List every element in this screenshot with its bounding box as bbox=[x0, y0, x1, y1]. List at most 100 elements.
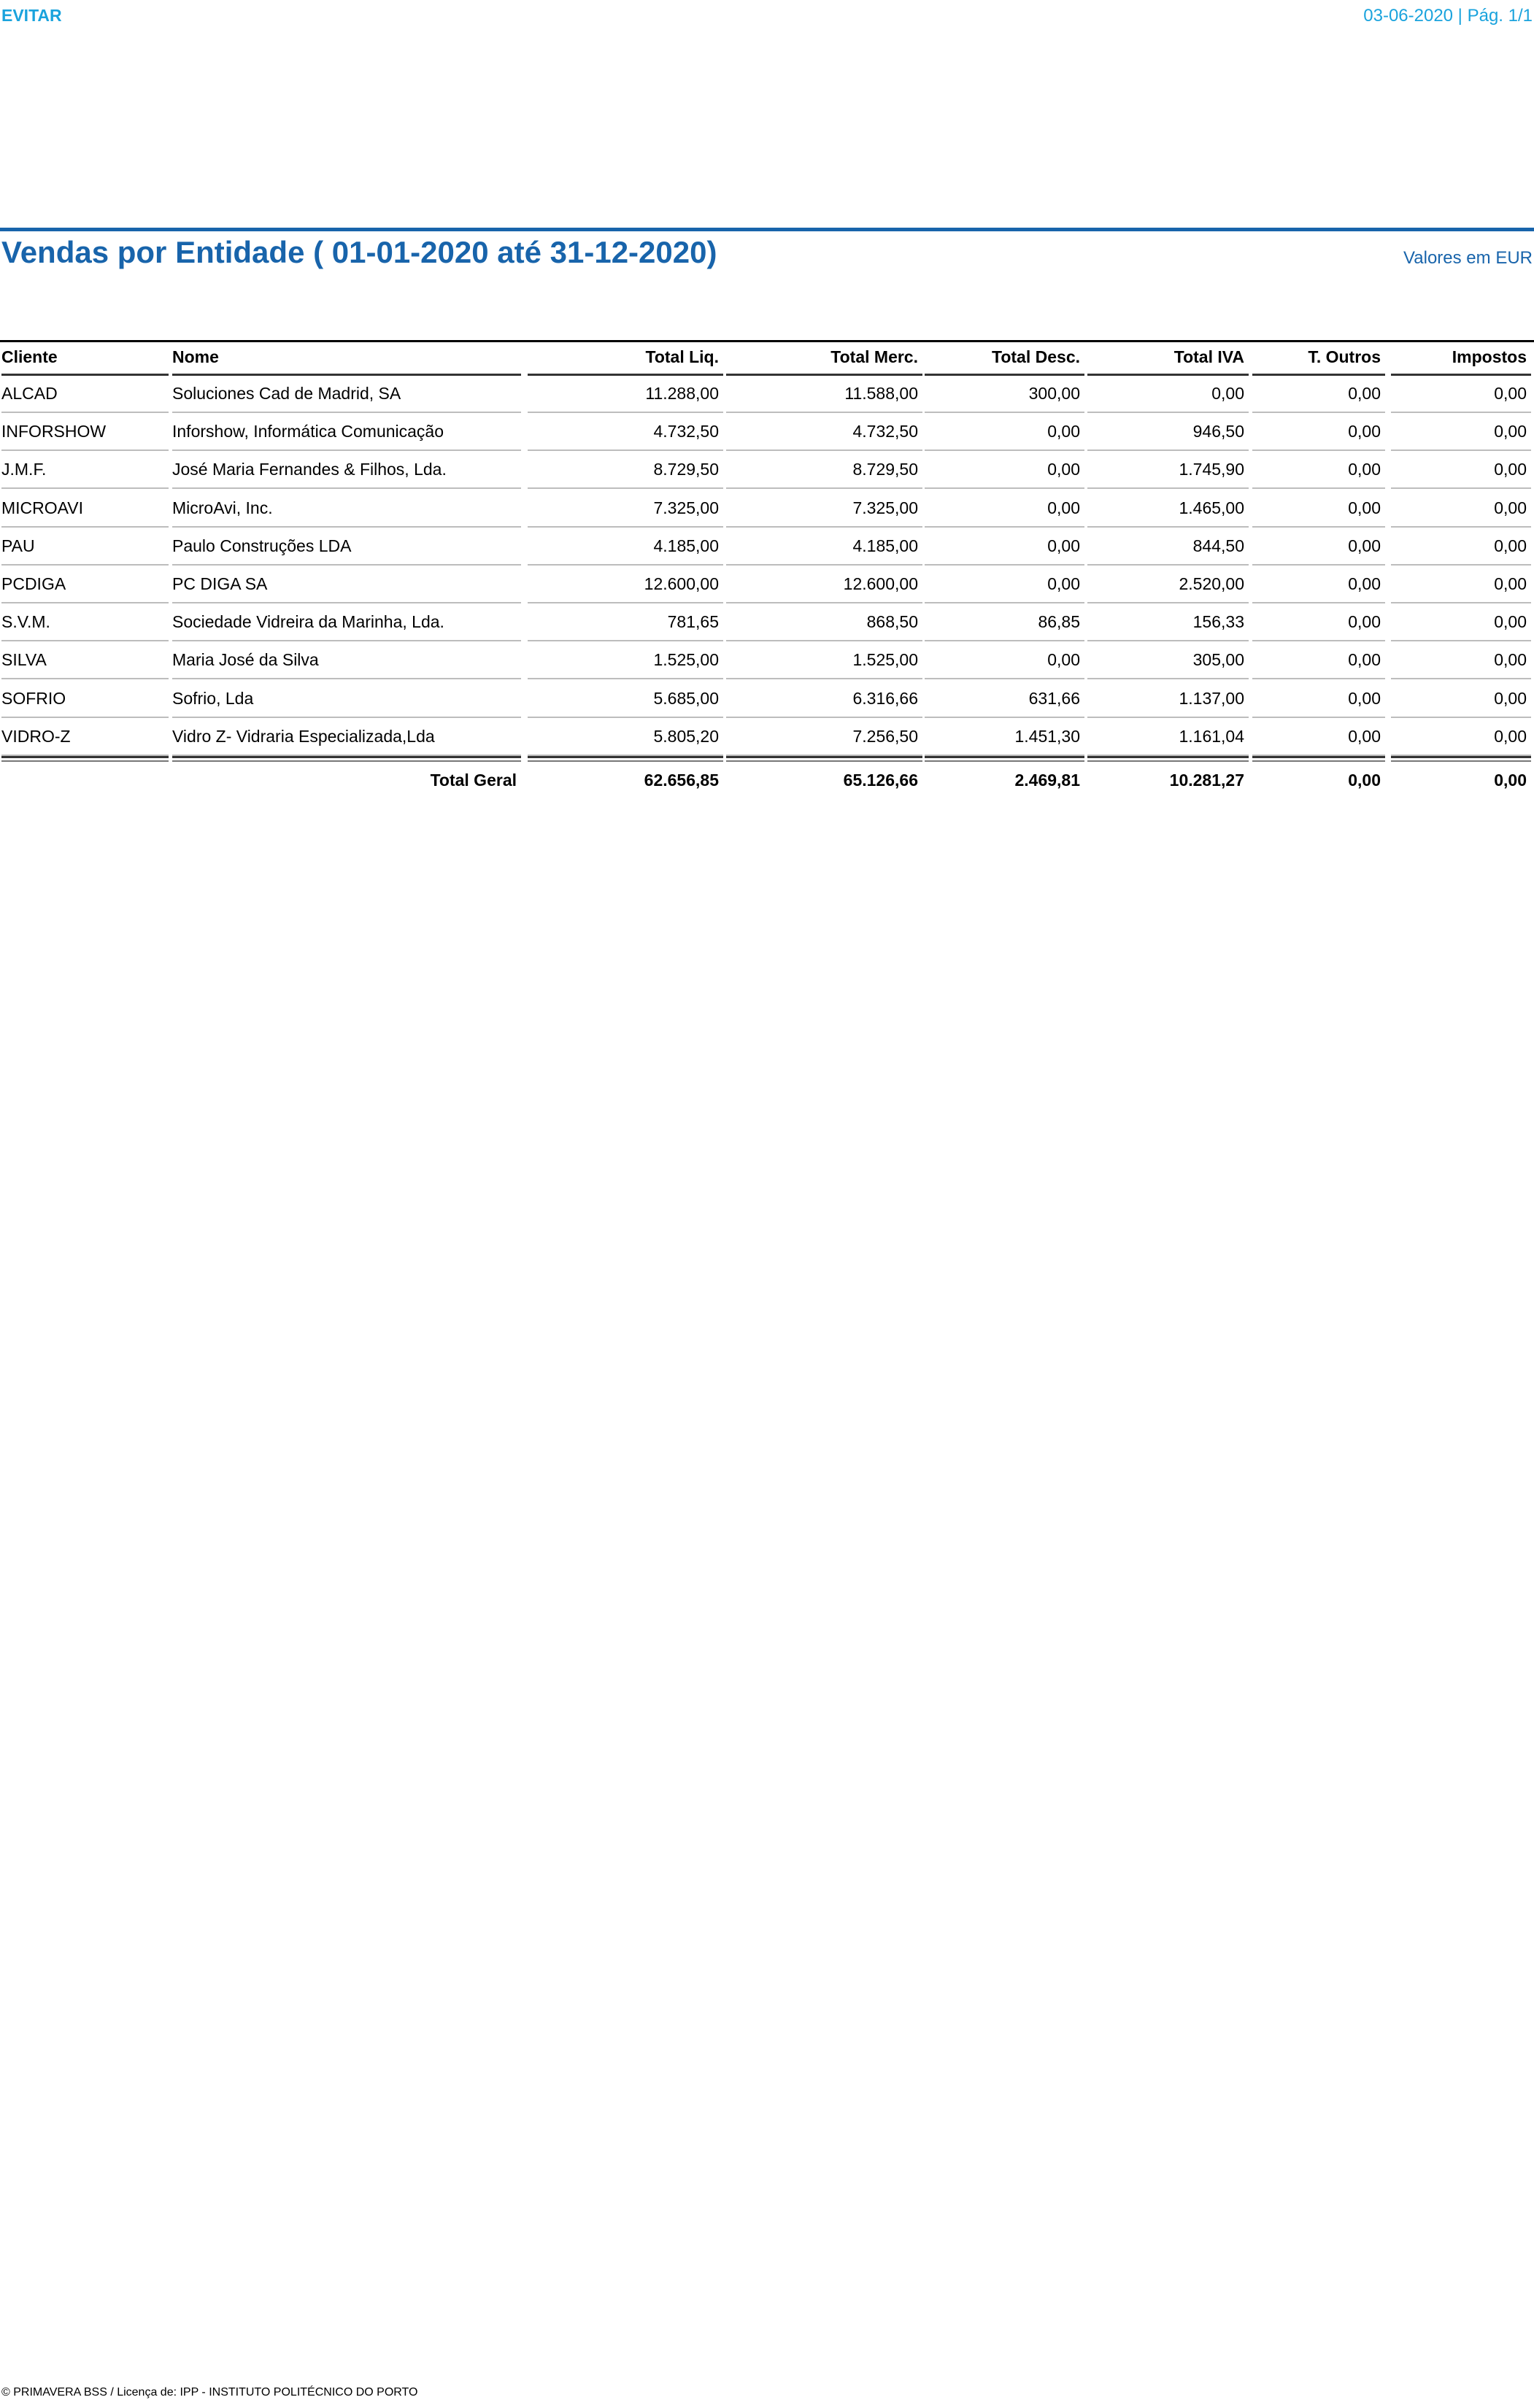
row-separator bbox=[726, 412, 922, 413]
row-separator bbox=[1252, 487, 1385, 490]
table-cell-nome: PC DIGA SA bbox=[172, 574, 268, 593]
total-value-total-merc: 65.126,66 bbox=[843, 771, 918, 790]
table-cell-total-liq: 12.600,00 bbox=[644, 574, 719, 593]
row-separator bbox=[1391, 487, 1531, 490]
table-cell-nome: Maria José da Silva bbox=[172, 650, 319, 670]
row-separator bbox=[172, 640, 521, 642]
total-rule-top bbox=[528, 756, 723, 758]
table-cell-nome: Sofrio, Lda bbox=[172, 688, 254, 708]
row-separator bbox=[1087, 716, 1249, 718]
table-cell-t-outros: 0,00 bbox=[1348, 612, 1381, 632]
table-cell-nome: Inforshow, Informática Comunicação bbox=[172, 422, 444, 441]
row-separator bbox=[925, 563, 1084, 566]
table-cell-nome: José Maria Fernandes & Filhos, Lda. bbox=[172, 460, 447, 479]
table-cell-total-merc: 4.732,50 bbox=[852, 422, 918, 441]
column-header-underline bbox=[1391, 374, 1531, 376]
header-date-page: 03-06-2020 | Pág. 1/1 bbox=[1363, 6, 1533, 26]
footer-license: © PRIMAVERA BSS / Licença de: IPP - INST… bbox=[1, 2386, 418, 2399]
column-header-total-desc: Total Desc. bbox=[992, 347, 1080, 366]
table-cell-total-merc: 1.525,00 bbox=[852, 650, 918, 670]
total-rule-top bbox=[1, 756, 169, 758]
row-separator bbox=[1391, 449, 1531, 452]
row-separator bbox=[1252, 449, 1385, 452]
row-separator bbox=[528, 487, 723, 490]
table-cell-total-merc: 7.325,00 bbox=[852, 498, 918, 517]
total-rule-top bbox=[1252, 756, 1385, 758]
table-cell-t-outros: 0,00 bbox=[1348, 726, 1381, 746]
row-separator bbox=[1252, 525, 1385, 528]
table-cell-impostos: 0,00 bbox=[1494, 650, 1527, 670]
row-separator bbox=[1252, 412, 1385, 413]
table-cell-t-outros: 0,00 bbox=[1348, 460, 1381, 479]
total-value-total-desc: 2.469,81 bbox=[1014, 771, 1080, 790]
column-header-t-outros: T. Outros bbox=[1308, 347, 1381, 366]
row-separator bbox=[925, 716, 1084, 718]
row-separator bbox=[726, 602, 922, 603]
table-cell-total-iva: 156,33 bbox=[1192, 612, 1244, 632]
title-divider bbox=[0, 228, 1534, 231]
total-rule-bottom bbox=[528, 760, 723, 762]
row-separator bbox=[925, 449, 1084, 452]
table-cell-t-outros: 0,00 bbox=[1348, 384, 1381, 403]
table-cell-total-merc: 6.316,66 bbox=[852, 688, 918, 708]
row-separator bbox=[528, 525, 723, 528]
table-cell-total-liq: 4.185,00 bbox=[653, 536, 719, 555]
column-header-underline bbox=[1252, 374, 1385, 376]
table-cell-total-merc: 8.729,50 bbox=[852, 460, 918, 479]
row-separator bbox=[1087, 412, 1249, 413]
table-cell-t-outros: 0,00 bbox=[1348, 650, 1381, 670]
column-header-total-merc: Total Merc. bbox=[830, 347, 918, 366]
table-cell-impostos: 0,00 bbox=[1494, 460, 1527, 479]
column-header-underline bbox=[726, 374, 922, 376]
row-separator bbox=[1, 487, 169, 490]
total-value-impostos: 0,00 bbox=[1494, 771, 1527, 790]
total-rule-bottom bbox=[925, 760, 1084, 762]
row-separator bbox=[172, 602, 521, 603]
table-cell-impostos: 0,00 bbox=[1494, 688, 1527, 708]
header-left-label: EVITAR bbox=[1, 6, 62, 25]
row-separator bbox=[1391, 716, 1531, 718]
row-separator bbox=[1252, 754, 1385, 756]
table-cell-total-merc: 7.256,50 bbox=[852, 726, 918, 746]
column-header-underline bbox=[1087, 374, 1249, 376]
row-separator bbox=[1087, 487, 1249, 490]
row-separator bbox=[528, 754, 723, 756]
table-cell-cliente: PAU bbox=[1, 536, 35, 555]
total-rule-top bbox=[726, 756, 922, 758]
row-separator bbox=[528, 678, 723, 680]
table-cell-nome: Soluciones Cad de Madrid, SA bbox=[172, 384, 401, 403]
report-title: Vendas por Entidade ( 01-01-2020 até 31-… bbox=[1, 235, 717, 269]
total-rule-bottom bbox=[172, 760, 521, 762]
table-cell-cliente: ALCAD bbox=[1, 384, 58, 403]
table-cell-nome: Sociedade Vidreira da Marinha, Lda. bbox=[172, 612, 444, 632]
row-separator bbox=[1087, 640, 1249, 642]
row-separator bbox=[1087, 754, 1249, 756]
table-cell-impostos: 0,00 bbox=[1494, 384, 1527, 403]
row-separator bbox=[528, 602, 723, 603]
column-header-total-liq: Total Liq. bbox=[645, 347, 719, 366]
column-header-underline bbox=[528, 374, 723, 376]
table-cell-total-iva: 946,50 bbox=[1192, 422, 1244, 441]
row-separator bbox=[726, 754, 922, 756]
table-cell-total-liq: 5.685,00 bbox=[653, 688, 719, 708]
table-cell-total-iva: 305,00 bbox=[1192, 650, 1244, 670]
row-separator bbox=[172, 754, 521, 756]
total-rule-bottom bbox=[1391, 760, 1531, 762]
table-cell-impostos: 0,00 bbox=[1494, 612, 1527, 632]
row-separator bbox=[1, 602, 169, 603]
table-cell-total-merc: 868,50 bbox=[866, 612, 918, 632]
table-cell-total-merc: 11.588,00 bbox=[844, 384, 918, 403]
table-cell-total-desc: 1.451,30 bbox=[1014, 726, 1080, 746]
row-separator bbox=[172, 487, 521, 490]
row-separator bbox=[925, 487, 1084, 490]
table-cell-cliente: INFORSHOW bbox=[1, 422, 107, 441]
row-separator bbox=[172, 412, 521, 413]
row-separator bbox=[1252, 678, 1385, 680]
row-separator bbox=[1087, 525, 1249, 528]
table-top-divider bbox=[0, 340, 1534, 342]
total-value-t-outros: 0,00 bbox=[1348, 771, 1381, 790]
table-cell-cliente: J.M.F. bbox=[1, 460, 47, 479]
table-cell-t-outros: 0,00 bbox=[1348, 536, 1381, 555]
row-separator bbox=[726, 716, 922, 718]
table-cell-total-desc: 300,00 bbox=[1028, 384, 1080, 403]
